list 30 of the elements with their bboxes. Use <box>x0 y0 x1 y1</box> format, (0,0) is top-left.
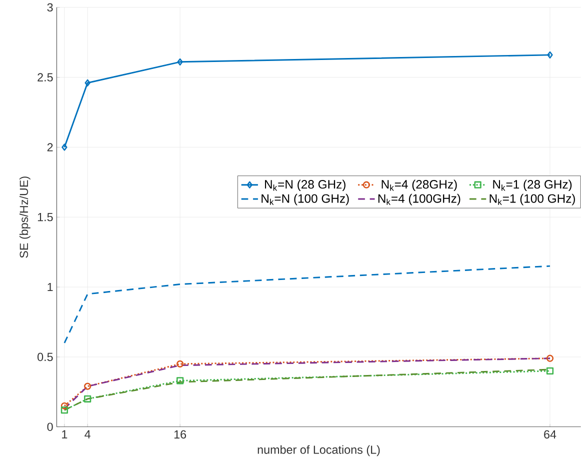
y-tick-label: 0.5 <box>38 352 53 361</box>
legend-label: N$_{k}$=4 (28GHz) <box>382 180 457 191</box>
point <box>60 402 68 410</box>
y-tick-label: 2 <box>47 142 53 152</box>
x-tick-label: 1 <box>62 430 68 438</box>
line-series <box>64 265 551 344</box>
y-tick-label: 0 <box>47 422 53 431</box>
point <box>84 382 92 390</box>
x-tick-label: 16 <box>174 430 186 438</box>
point <box>546 354 554 362</box>
legend-label: N$_{k}$=1 (100 GHz) <box>490 194 575 206</box>
y-tick-label: 3 <box>47 3 53 12</box>
y-tick-label: 1 <box>48 282 53 291</box>
legend-label: N$_{k}$=4 (100GHz) <box>378 194 460 206</box>
y-axis-title: SE (bps/Hz/UE) <box>19 176 30 258</box>
x-tick-label: 4 <box>84 430 90 438</box>
point <box>60 406 68 414</box>
x-axis-title: number of Locations (L) <box>258 445 380 456</box>
point <box>176 376 184 384</box>
point <box>84 395 92 402</box>
legend-label: N$_{k}$=1 (28 GHz) <box>493 180 572 191</box>
point <box>176 360 184 368</box>
y-tick-label: 2.5 <box>38 72 53 82</box>
point <box>177 58 183 66</box>
legend-label: N$_{k}$=N (28 GHz) <box>265 180 346 191</box>
point <box>84 79 90 86</box>
y-tick-label: 1.5 <box>38 212 53 221</box>
point <box>546 367 554 374</box>
legend-label: N$_{k}$=N (100 GHz) <box>262 194 349 206</box>
x-tick-label: 64 <box>544 430 556 438</box>
